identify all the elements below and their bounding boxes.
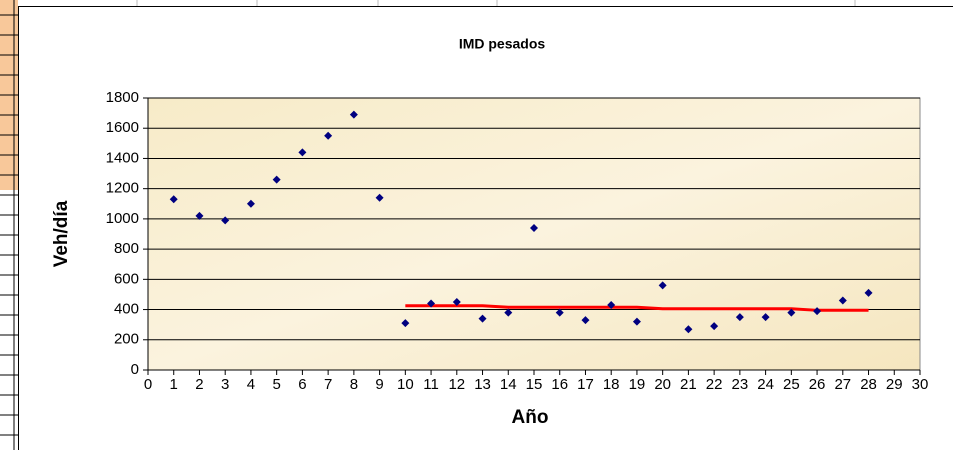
x-tick-label: 17 <box>577 376 594 393</box>
x-axis-label: Año <box>512 407 549 428</box>
y-tick-label: 800 <box>114 240 139 257</box>
x-tick-label: 5 <box>272 376 280 393</box>
y-tick-label: 1600 <box>106 119 139 136</box>
point <box>401 319 410 328</box>
x-tick-label: 11 <box>423 376 439 393</box>
y-tick-label: 1200 <box>106 180 139 197</box>
plot-area <box>147 97 921 371</box>
x-tick-label: 0 <box>144 376 152 393</box>
point <box>684 325 693 334</box>
point <box>272 175 281 184</box>
point <box>427 299 436 308</box>
y-tick-label: 1000 <box>106 210 139 227</box>
y-tick-label: 0 <box>131 361 139 378</box>
x-tick-label: 4 <box>247 376 255 393</box>
x-tick-label: 6 <box>298 376 306 393</box>
point <box>221 216 230 225</box>
point <box>478 314 487 323</box>
x-tick-label: 18 <box>603 376 620 393</box>
point <box>530 223 538 232</box>
point <box>787 308 796 317</box>
x-tick-label: 19 <box>629 376 646 393</box>
trend-line <box>405 304 869 312</box>
point <box>555 308 564 317</box>
point <box>838 296 847 305</box>
point <box>375 193 384 202</box>
chart-title: IMD pesados <box>459 36 546 52</box>
point <box>864 288 873 297</box>
x-tick-label: 21 <box>680 376 697 393</box>
point <box>761 313 770 322</box>
point <box>581 316 590 325</box>
x-tick-label: 15 <box>526 376 543 393</box>
x-tick-label: 22 <box>706 376 723 393</box>
point <box>504 308 513 317</box>
point <box>658 281 667 290</box>
point <box>710 322 719 331</box>
point <box>813 307 822 316</box>
x-tick-label: 28 <box>860 376 877 393</box>
y-tick-label: 200 <box>114 331 139 348</box>
x-tick-label: 27 <box>834 376 851 393</box>
point <box>195 211 204 220</box>
y-tick-label: 600 <box>114 270 139 287</box>
point <box>632 317 641 326</box>
point <box>452 298 461 306</box>
x-tick-label: 12 <box>448 376 465 393</box>
x-tick-label: 30 <box>912 376 929 393</box>
y-tick-label: 1400 <box>106 149 139 166</box>
point <box>246 199 255 208</box>
point <box>349 110 358 119</box>
point <box>169 195 178 204</box>
x-tick-label: 25 <box>783 376 800 393</box>
x-tick-label: 2 <box>195 376 203 393</box>
x-tick-label: 9 <box>375 376 383 393</box>
x-tick-label: 29 <box>886 376 903 393</box>
x-tick-label: 1 <box>170 376 178 393</box>
x-tick-label: 14 <box>500 376 517 393</box>
x-tick-label: 16 <box>551 376 568 393</box>
point <box>607 301 616 310</box>
x-tick-label: 13 <box>474 376 491 393</box>
x-tick-label: 8 <box>350 376 358 393</box>
spreadsheet-cells <box>0 0 856 450</box>
y-axis-label: Veh/día <box>51 200 72 267</box>
point <box>324 131 333 140</box>
x-tick-label: 26 <box>809 376 826 393</box>
x-tick-label: 24 <box>757 376 774 393</box>
x-tick-label: 10 <box>397 376 414 393</box>
y-tick-label: 400 <box>114 301 139 318</box>
x-tick-label: 7 <box>324 376 332 393</box>
x-tick-label: 23 <box>732 376 749 393</box>
y-tick-label: 1800 <box>106 89 139 106</box>
x-tick-label: 3 <box>221 376 229 393</box>
point <box>735 313 744 322</box>
point <box>298 148 307 157</box>
x-tick-label: 20 <box>654 376 671 393</box>
